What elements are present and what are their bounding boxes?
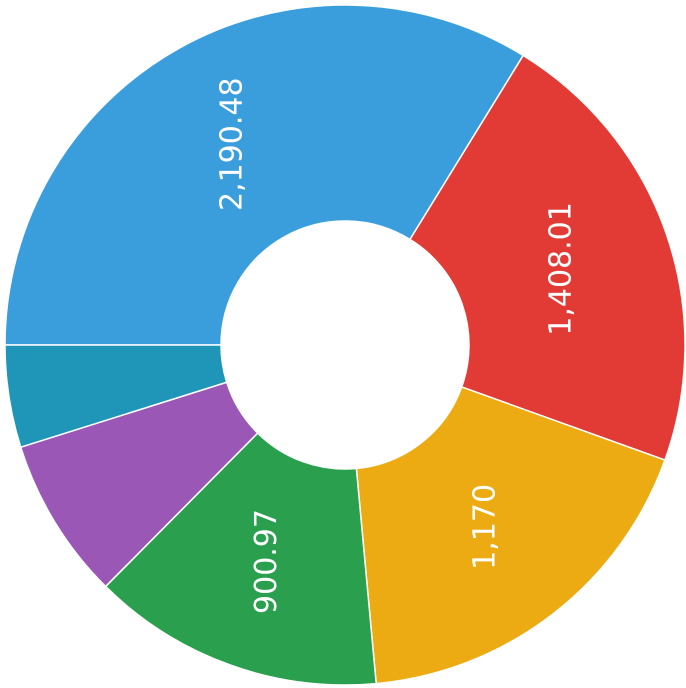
- slice: [355, 386, 666, 685]
- slice: [4, 344, 228, 449]
- data-label: 2,190.48: [214, 77, 249, 211]
- slice: [4, 4, 525, 346]
- slice: [408, 54, 686, 462]
- data-label: 900.97: [249, 509, 284, 614]
- data-label: 1,408.01: [544, 202, 579, 336]
- data-label: 1,170: [467, 484, 502, 570]
- slice: [104, 431, 378, 686]
